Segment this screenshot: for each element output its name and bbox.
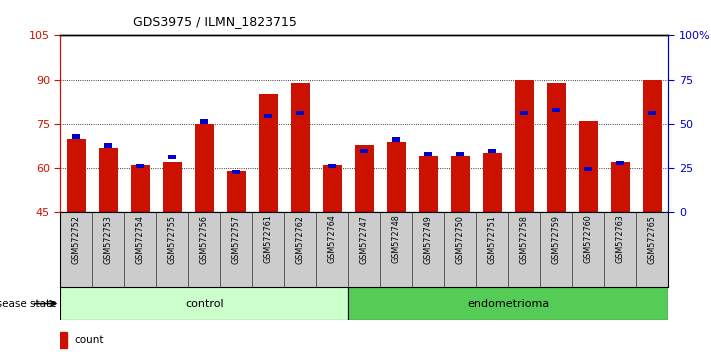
Text: GDS3975 / ILMN_1823715: GDS3975 / ILMN_1823715 <box>134 15 297 28</box>
Bar <box>227 171 246 212</box>
Bar <box>195 124 214 212</box>
Bar <box>131 165 150 212</box>
Text: GSM572756: GSM572756 <box>200 215 209 263</box>
Bar <box>163 162 182 212</box>
Bar <box>520 110 528 115</box>
Bar <box>264 114 272 118</box>
Bar <box>201 119 208 124</box>
Bar <box>488 149 496 153</box>
Text: GSM572750: GSM572750 <box>456 215 465 263</box>
Text: GSM572748: GSM572748 <box>392 215 401 263</box>
Bar <box>67 139 86 212</box>
Bar <box>483 153 502 212</box>
Text: GSM572758: GSM572758 <box>520 215 529 263</box>
Text: GSM572747: GSM572747 <box>360 215 369 263</box>
Bar <box>456 152 464 156</box>
Text: GSM572764: GSM572764 <box>328 215 337 263</box>
Bar <box>424 152 432 156</box>
Bar <box>105 143 112 148</box>
Text: GSM572763: GSM572763 <box>616 215 625 263</box>
Bar <box>60 332 67 348</box>
Text: GSM572760: GSM572760 <box>584 215 593 263</box>
Bar <box>584 167 592 171</box>
Text: GSM572749: GSM572749 <box>424 215 433 263</box>
Bar <box>579 121 598 212</box>
Text: GSM572752: GSM572752 <box>72 215 81 264</box>
Bar <box>73 134 80 139</box>
Text: disease state: disease state <box>0 298 57 309</box>
Bar <box>387 142 406 212</box>
Bar <box>360 149 368 153</box>
Bar <box>323 165 342 212</box>
Text: GSM572765: GSM572765 <box>648 215 657 263</box>
Bar <box>392 137 400 142</box>
Bar <box>355 144 374 212</box>
Bar <box>616 161 624 165</box>
Text: count: count <box>74 335 103 346</box>
Text: control: control <box>185 298 224 309</box>
Text: GSM572754: GSM572754 <box>136 215 145 263</box>
Bar <box>259 95 278 212</box>
Bar <box>419 156 438 212</box>
Bar <box>99 148 118 212</box>
Text: GSM572759: GSM572759 <box>552 215 561 264</box>
Text: GSM572751: GSM572751 <box>488 215 497 263</box>
Text: GSM572761: GSM572761 <box>264 215 273 263</box>
Bar <box>291 82 310 212</box>
Bar <box>648 110 656 115</box>
FancyBboxPatch shape <box>60 287 348 320</box>
Text: GSM572755: GSM572755 <box>168 215 177 264</box>
Bar <box>643 80 662 212</box>
Bar <box>552 108 560 112</box>
Bar <box>328 164 336 168</box>
Bar <box>547 82 566 212</box>
Bar <box>611 162 630 212</box>
Bar <box>515 80 534 212</box>
Bar <box>232 170 240 174</box>
Bar <box>137 164 144 168</box>
Text: endometrioma: endometrioma <box>467 298 550 309</box>
Text: GSM572757: GSM572757 <box>232 215 241 264</box>
Text: GSM572753: GSM572753 <box>104 215 113 263</box>
Text: GSM572762: GSM572762 <box>296 215 305 263</box>
Bar <box>169 155 176 159</box>
Bar <box>451 156 470 212</box>
FancyBboxPatch shape <box>348 287 668 320</box>
Bar <box>296 110 304 115</box>
